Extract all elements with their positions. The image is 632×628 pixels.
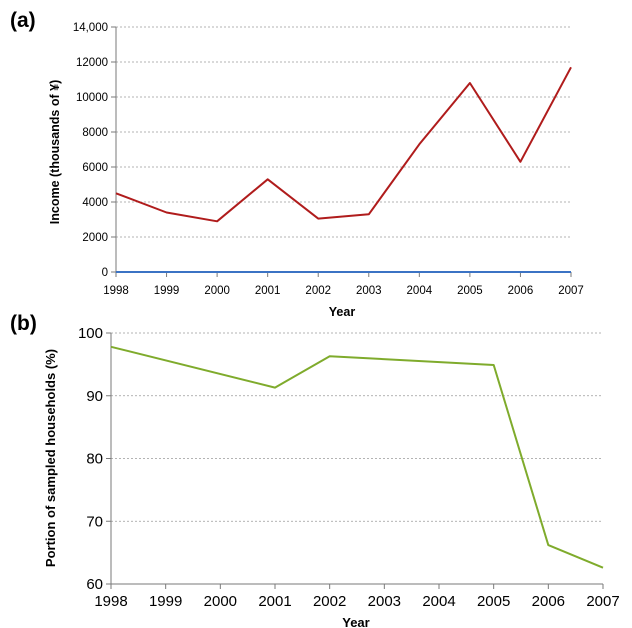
panel-b-series-line-0 <box>110 345 604 569</box>
panel-b-households-chart: (b) 60 70 80 90 100 1998 1999 2000 2001 2002 2003… <box>10 312 620 628</box>
panel-a-x-tick-label: 1999 <box>154 285 180 297</box>
panel-a-y-tick-label: 12000 <box>76 57 108 69</box>
panel-a-y-tick-label: 6000 <box>82 162 108 174</box>
panel-b-gridlines <box>111 332 603 522</box>
panel-b-x-tick-label: 2004 <box>422 593 455 610</box>
panel-b-x-tick-label: 2007 <box>586 593 619 610</box>
panel-a-x-tick-label: 2001 <box>255 285 281 297</box>
panel-b-series <box>110 345 604 569</box>
panel-b-x-tick-label: 1998 <box>94 593 127 610</box>
panel-b-x-tick-label: 1999 <box>149 593 182 610</box>
panel-b-x-tick-label: 2002 <box>313 593 346 610</box>
panel-b-axes <box>106 332 604 589</box>
panel-a-label: (a) <box>10 9 36 32</box>
panel-a-x-ticks: 1998 1999 2000 2001 2002 2003 2004 2005 2006 2007 <box>103 285 584 297</box>
panel-a-y-tick-label: 8000 <box>82 127 108 139</box>
panel-b-y-tick-label: 60 <box>86 576 103 593</box>
panel-a-x-tick-label: 2005 <box>457 285 483 297</box>
panel-a-y-axis-title: Income (thousands of ¥) <box>48 80 62 224</box>
panel-a-series-line-0 <box>115 66 572 223</box>
panel-b-x-tick-label: 2000 <box>204 593 237 610</box>
panel-b-x-tick-label: 2003 <box>368 593 401 610</box>
panel-a-y-tick-label: 0 <box>102 267 108 279</box>
panel-a-x-tick-label: 2003 <box>356 285 382 297</box>
panel-b-x-ticks: 1998 1999 2000 2001 2002 2003 2004 2005 2006 2007 <box>94 593 619 610</box>
panel-a-x-tick-label: 2007 <box>558 285 584 297</box>
panel-b-label: (b) <box>10 312 37 335</box>
panel-b-x-tick-label: 2005 <box>477 593 510 610</box>
panel-b-y-tick-label: 100 <box>78 325 103 342</box>
panel-a-y-ticks: 0 2000 4000 6000 8000 10000 12000 14,000 <box>73 22 108 279</box>
panel-a-x-tick-label: 2000 <box>204 285 230 297</box>
panel-a-x-tick-label: 2004 <box>407 285 433 297</box>
panel-a-y-tick-label: 4000 <box>82 197 108 209</box>
panel-b-y-tick-label: 70 <box>86 513 103 530</box>
panel-b-x-axis-title: Year <box>342 615 369 628</box>
panel-b-x-tick-label: 2006 <box>532 593 565 610</box>
panel-a-x-tick-label: 2002 <box>305 285 331 297</box>
panel-a-y-tick-label: 10000 <box>76 92 108 104</box>
panel-a-income-chart: (a) 0 2000 4000 6000 8000 10000 12000 14,000 19… <box>10 9 584 319</box>
panel-a-x-axis-title: Year <box>329 305 356 319</box>
panel-a-axes <box>111 26 572 277</box>
panel-a-y-tick-label: 14,000 <box>73 22 108 34</box>
panel-a-y-tick-label: 2000 <box>82 232 108 244</box>
panel-b-x-tick-label: 2001 <box>258 593 291 610</box>
panel-a-series <box>115 66 572 273</box>
panel-b-y-tick-label: 90 <box>86 388 103 405</box>
panel-a-x-tick-label: 2006 <box>508 285 534 297</box>
panel-b-y-tick-label: 80 <box>86 451 103 468</box>
panel-a-x-tick-label: 1998 <box>103 285 129 297</box>
panel-b-y-axis-title: Portion of sampled households (%) <box>43 349 58 567</box>
panel-b-y-ticks: 60 70 80 90 100 <box>78 325 103 593</box>
panel-a-gridlines <box>116 26 571 238</box>
